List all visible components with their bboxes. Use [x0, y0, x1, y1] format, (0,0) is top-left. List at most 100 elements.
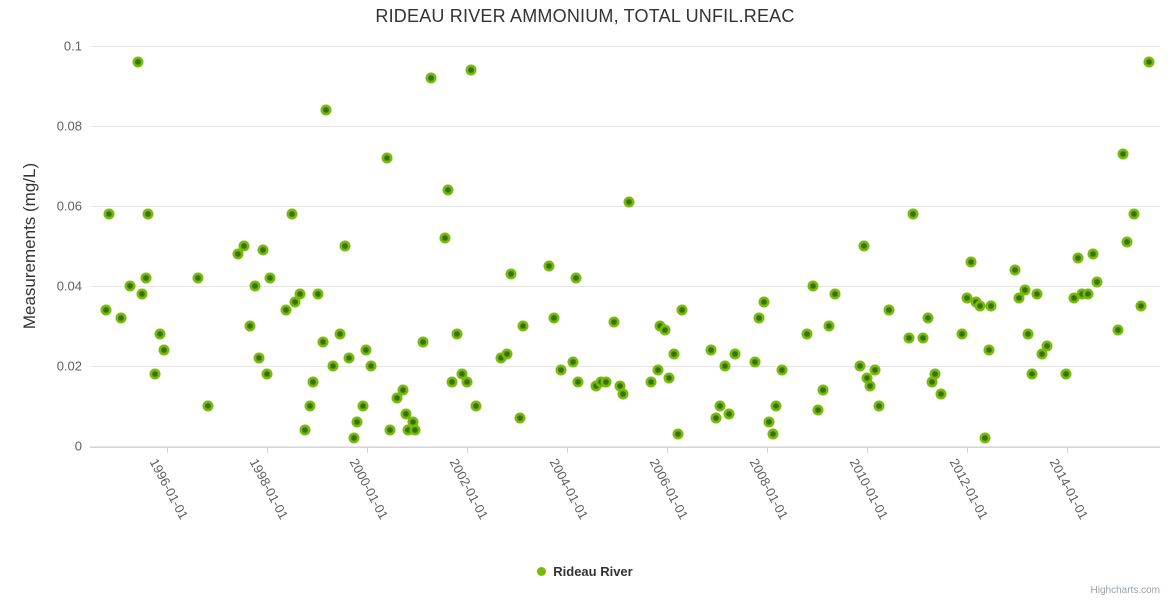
- data-point[interactable]: [365, 360, 376, 372]
- data-point[interactable]: [776, 364, 787, 376]
- data-point[interactable]: [729, 348, 740, 360]
- data-point[interactable]: [1091, 276, 1102, 288]
- data-point[interactable]: [261, 368, 272, 380]
- data-point[interactable]: [807, 280, 818, 292]
- data-point[interactable]: [439, 232, 451, 244]
- data-point[interactable]: [873, 400, 885, 412]
- data-point[interactable]: [672, 428, 683, 440]
- data-point[interactable]: [956, 328, 968, 340]
- data-point[interactable]: [517, 320, 528, 332]
- data-point[interactable]: [501, 348, 512, 360]
- data-point[interactable]: [417, 336, 428, 348]
- data-point[interactable]: [1128, 208, 1139, 220]
- data-point[interactable]: [1036, 348, 1047, 360]
- data-point[interactable]: [312, 288, 323, 300]
- data-point[interactable]: [767, 428, 779, 440]
- data-point[interactable]: [343, 352, 354, 364]
- data-point[interactable]: [339, 240, 350, 252]
- data-point[interactable]: [286, 208, 298, 220]
- data-point[interactable]: [753, 312, 764, 324]
- data-point[interactable]: [264, 272, 276, 284]
- data-point[interactable]: [668, 348, 680, 360]
- data-point[interactable]: [572, 376, 583, 388]
- data-point[interactable]: [280, 304, 292, 316]
- data-point[interactable]: [158, 344, 170, 356]
- data-point[interactable]: [238, 240, 250, 252]
- data-point[interactable]: [935, 388, 946, 400]
- data-point[interactable]: [926, 376, 937, 388]
- data-point[interactable]: [763, 416, 775, 428]
- data-point[interactable]: [929, 368, 940, 380]
- data-point[interactable]: [327, 360, 338, 372]
- data-point[interactable]: [253, 352, 265, 364]
- data-point[interactable]: [334, 328, 345, 340]
- data-point[interactable]: [1026, 368, 1038, 380]
- data-point[interactable]: [317, 336, 328, 348]
- data-point[interactable]: [1135, 300, 1146, 312]
- data-point[interactable]: [1068, 292, 1079, 304]
- data-point[interactable]: [758, 296, 769, 308]
- data-point[interactable]: [257, 244, 268, 256]
- data-point[interactable]: [495, 352, 506, 364]
- data-point[interactable]: [124, 280, 135, 292]
- data-point[interactable]: [1009, 264, 1020, 276]
- data-point[interactable]: [961, 292, 973, 304]
- data-point[interactable]: [1087, 248, 1099, 260]
- data-point[interactable]: [505, 268, 516, 280]
- data-point[interactable]: [829, 288, 840, 300]
- data-point[interactable]: [202, 400, 214, 412]
- data-point[interactable]: [652, 364, 663, 376]
- data-point[interactable]: [965, 256, 976, 268]
- data-point[interactable]: [548, 312, 559, 324]
- data-point[interactable]: [381, 152, 392, 164]
- data-point[interactable]: [402, 424, 413, 436]
- data-point[interactable]: [461, 376, 473, 388]
- data-point[interactable]: [140, 272, 151, 284]
- data-point[interactable]: [858, 240, 870, 252]
- data-point[interactable]: [854, 360, 865, 372]
- data-point[interactable]: [817, 384, 828, 396]
- data-point[interactable]: [304, 400, 315, 412]
- data-point[interactable]: [407, 416, 418, 428]
- data-point[interactable]: [590, 380, 601, 392]
- data-point[interactable]: [442, 184, 454, 196]
- data-point[interactable]: [384, 424, 396, 436]
- data-point[interactable]: [903, 332, 915, 344]
- data-point[interactable]: [600, 376, 611, 388]
- data-point[interactable]: [801, 328, 813, 340]
- data-point[interactable]: [1112, 324, 1123, 336]
- data-point[interactable]: [397, 384, 408, 396]
- data-point[interactable]: [1019, 284, 1030, 296]
- data-point[interactable]: [446, 376, 457, 388]
- data-point[interactable]: [979, 432, 990, 444]
- data-point[interactable]: [614, 380, 625, 392]
- data-point[interactable]: [608, 316, 619, 328]
- data-point[interactable]: [470, 400, 482, 412]
- data-point[interactable]: [749, 356, 760, 368]
- data-point[interactable]: [555, 364, 566, 376]
- data-point[interactable]: [861, 372, 872, 384]
- data-point[interactable]: [676, 304, 687, 316]
- data-point[interactable]: [570, 272, 581, 284]
- data-point[interactable]: [617, 388, 628, 400]
- data-point[interactable]: [710, 412, 721, 424]
- data-point[interactable]: [294, 288, 306, 300]
- data-point[interactable]: [1121, 236, 1132, 248]
- data-point[interactable]: [864, 380, 876, 392]
- data-point[interactable]: [149, 368, 160, 380]
- data-point[interactable]: [348, 432, 359, 444]
- data-point[interactable]: [154, 328, 165, 340]
- data-point[interactable]: [232, 248, 243, 260]
- data-point[interactable]: [974, 300, 985, 312]
- data-point[interactable]: [1060, 368, 1072, 380]
- data-point[interactable]: [1143, 56, 1154, 68]
- data-point[interactable]: [1013, 292, 1024, 304]
- data-point[interactable]: [823, 320, 834, 332]
- data-point[interactable]: [719, 360, 730, 372]
- data-point[interactable]: [645, 376, 656, 388]
- data-point[interactable]: [1076, 288, 1087, 300]
- data-point[interactable]: [1041, 340, 1052, 352]
- data-point[interactable]: [869, 364, 880, 376]
- data-point[interactable]: [663, 372, 674, 384]
- data-point[interactable]: [192, 272, 203, 284]
